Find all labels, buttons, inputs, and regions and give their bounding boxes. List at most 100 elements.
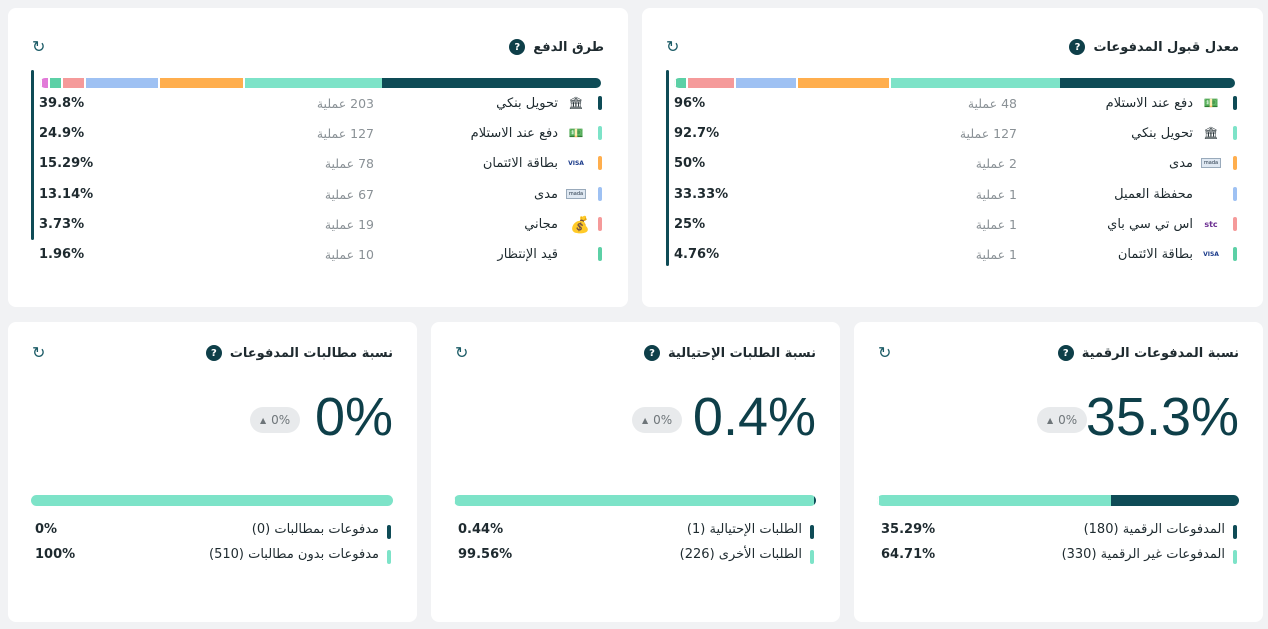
refresh-icon[interactable]: ↻ [32, 37, 46, 56]
row-percent: 0% [35, 522, 58, 537]
bar-segment [814, 495, 816, 506]
bank-icon: 🏛 [568, 96, 584, 110]
kpi-value: 35.3% [1085, 387, 1239, 447]
help-icon[interactable]: ? [205, 345, 222, 361]
legend-swatch [598, 156, 602, 170]
bar-segment [40, 78, 48, 88]
change-badge: ▲ 0% [1037, 407, 1088, 433]
legend-swatch [387, 550, 391, 564]
list-item: 100% مدفوعات بدون مطالبات (510) [35, 547, 391, 567]
fraud-orders-card: نسبة الطلبات الإحتيالية ? ↻ 0.4% ▲ 0% 0.… [431, 322, 840, 622]
row-percent: 24.9% [39, 125, 85, 141]
list-item: 15.29% 78 عملية بطاقة الائتمان VISA [39, 153, 602, 173]
legend-swatch [1233, 96, 1237, 110]
legend-swatch [1233, 217, 1237, 231]
visa-mastercard-icon: VISA [568, 159, 584, 167]
row-percent: 96% [674, 95, 706, 111]
mada-icon: mada [1201, 155, 1221, 171]
refresh-icon[interactable]: ↻ [455, 343, 469, 362]
row-percent: 33.33% [674, 186, 729, 202]
methods-stacked-bar [40, 78, 601, 88]
bar-segment [877, 495, 1111, 506]
legend-swatch [1233, 187, 1237, 201]
legend-swatch [810, 525, 814, 539]
list-item: 33.33% 1 عملية محفظة العميل [674, 184, 1237, 204]
row-percent: 13.14% [39, 186, 94, 202]
bar-segment [243, 78, 382, 88]
row-percent: 4.76% [674, 246, 720, 262]
help-icon[interactable]: ? [1069, 39, 1086, 55]
help-icon[interactable]: ? [1057, 345, 1074, 361]
list-item: 24.9% 127 عملية دفع عند الاستلام 💵 [39, 123, 602, 143]
list-item: 13.14% 67 عملية مدى mada [39, 184, 602, 204]
fraud-card-header: نسبة الطلبات الإحتيالية ? ↻ [455, 342, 816, 364]
card-title: نسبة المدفوعات الرقمية [1081, 345, 1239, 361]
bar-segment [1060, 78, 1235, 88]
free-money-hand-icon: 💰 [570, 214, 590, 234]
legend-swatch [1233, 247, 1237, 261]
change-badge: ▲ 0% [632, 407, 683, 433]
refresh-icon[interactable]: ↻ [878, 343, 892, 362]
card-title: معدل قبول المدفوعات [1093, 39, 1239, 55]
digital-payments-card: نسبة المدفوعات الرقمية ? ↻ 35.3% ▲ 0% 35… [854, 322, 1263, 622]
divider-line [31, 70, 34, 240]
triangle-up-icon: ▲ [260, 415, 267, 425]
row-count: 1 عملية [975, 246, 1017, 262]
ratio-bar [31, 495, 393, 506]
row-percent: 100% [35, 547, 76, 562]
row-label: قيد الإنتظار [497, 246, 558, 262]
legend-swatch [1233, 525, 1237, 539]
row-count: 78 عملية [324, 155, 374, 171]
row-label: الطلبات الإحتيالية (1) [686, 522, 802, 537]
row-percent: 99.56% [458, 547, 513, 562]
divider-line [666, 70, 669, 266]
refresh-icon[interactable]: ↻ [32, 343, 46, 362]
bar-segment [796, 78, 889, 88]
bar-segment [84, 78, 158, 88]
list-item: 50% 2 عملية مدى mada [674, 153, 1237, 173]
triangle-up-icon: ▲ [642, 415, 649, 425]
row-count: 1 عملية [975, 216, 1017, 232]
cash-on-delivery-icon: 💵 [568, 126, 584, 140]
list-item: 25% 1 عملية اس تي سي باي stc [674, 214, 1237, 234]
row-percent: 39.8% [39, 95, 85, 111]
bar-segment [382, 78, 601, 88]
row-label: بطاقة الائتمان [1117, 246, 1193, 262]
ratio-bar [877, 495, 1239, 506]
list-item: 4.76% 1 عملية بطاقة الائتمان VISA [674, 244, 1237, 264]
row-count: 203 عملية [316, 95, 374, 111]
legend-swatch [598, 247, 602, 261]
row-label: دفع عند الاستلام [470, 125, 558, 141]
bar-segment [734, 78, 796, 88]
list-item: 3.73% 19 عملية مجاني 💰 [39, 214, 602, 234]
mada-icon: mada [566, 186, 586, 202]
refresh-icon[interactable]: ↻ [666, 37, 680, 56]
bar-segment [686, 78, 734, 88]
row-count: 1 عملية [975, 186, 1017, 202]
row-count: 19 عملية [324, 216, 374, 232]
row-percent: 64.71% [881, 547, 936, 562]
row-percent: 1.96% [39, 246, 85, 262]
bar-segment [1111, 495, 1239, 506]
legend-swatch [810, 550, 814, 564]
legend-swatch [1233, 126, 1237, 140]
row-label: دفع عند الاستلام [1105, 95, 1193, 111]
row-label: محفظة العميل [1114, 186, 1193, 202]
kpi-value: 0% [314, 387, 393, 447]
row-label: الطلبات الأخرى (226) [679, 547, 802, 562]
help-icon[interactable]: ? [509, 39, 526, 55]
payment-methods-card: طرق الدفع ? ↻ 39.8% 203 عملية تحويل بنكي… [8, 8, 628, 307]
legend-swatch [598, 96, 602, 110]
row-label: بطاقة الائتمان [482, 155, 558, 171]
row-percent: 0.44% [458, 522, 504, 537]
list-item: 1.96% 10 عملية قيد الإنتظار [39, 244, 602, 264]
methods-card-header: طرق الدفع ? ↻ [32, 36, 604, 58]
row-label: مدفوعات بدون مطالبات (510) [209, 547, 379, 562]
bar-segment [674, 78, 686, 88]
list-item: 35.29% المدفوعات الرقمية (180) [881, 522, 1237, 542]
help-icon[interactable]: ? [644, 345, 661, 361]
row-count: 48 عملية [967, 95, 1017, 111]
row-count: 10 عملية [324, 246, 374, 262]
legend-swatch [598, 126, 602, 140]
bar-segment [48, 78, 61, 88]
